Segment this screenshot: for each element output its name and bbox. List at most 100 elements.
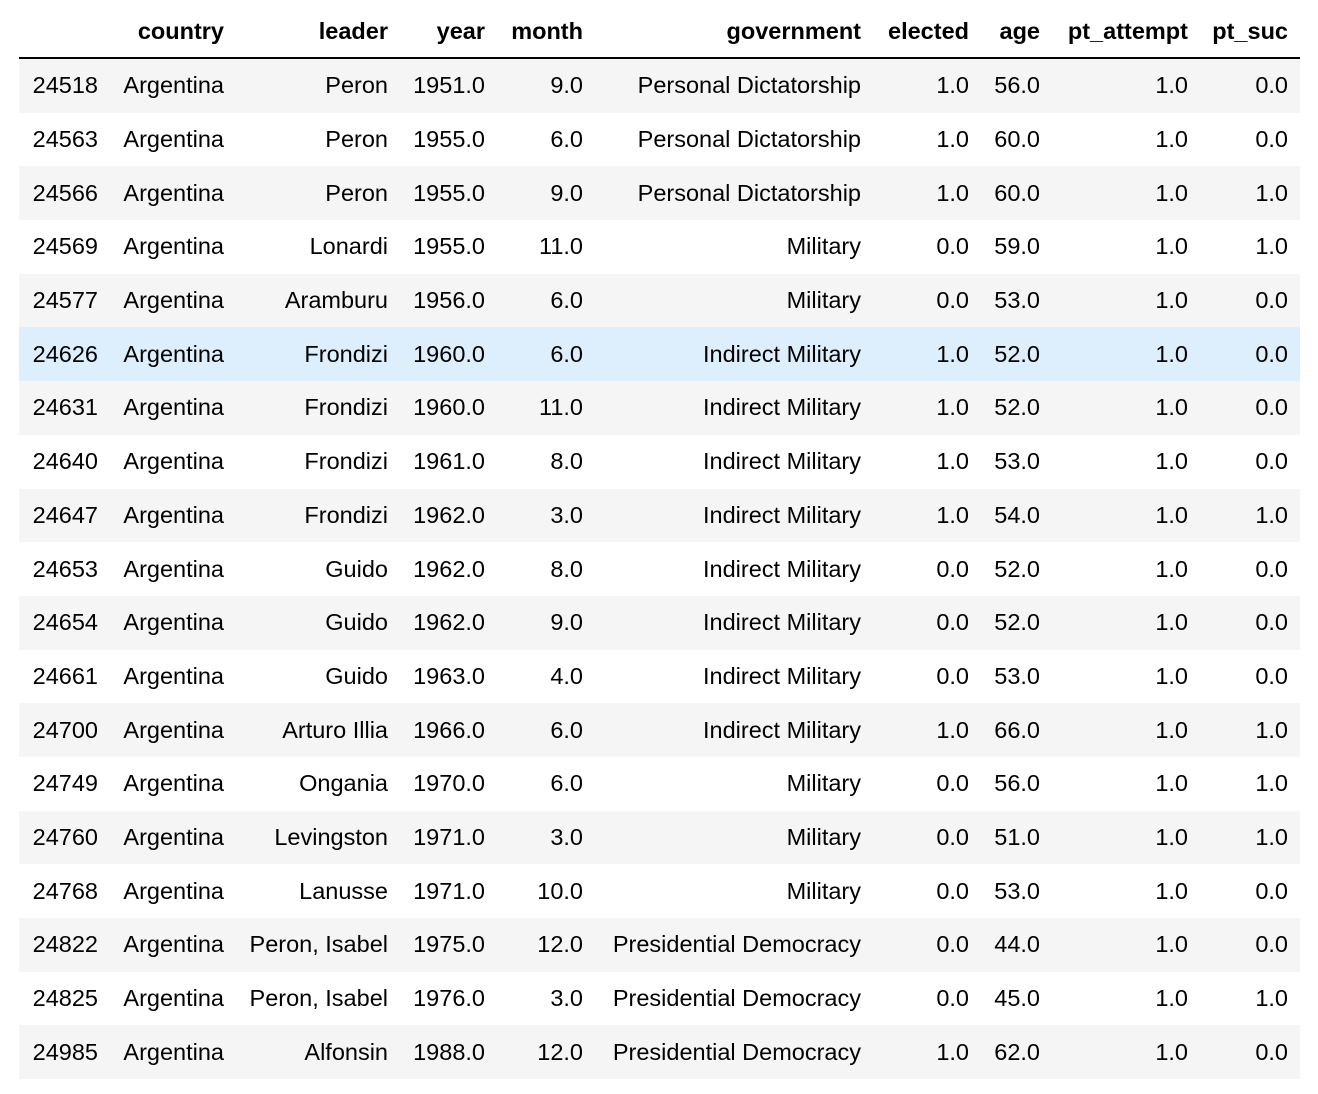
cell-leader: Peron, Isabel [249,931,388,958]
cell-leader: Frondizi [304,448,388,475]
cell-age: 59.0 [994,233,1040,260]
table-body: 24518 Argentina Peron 1951.0 9.0 Personal Dic… [19,58,1300,1080]
cell-country: Argentina [123,72,224,99]
cell-elected: 0.0 [936,662,969,689]
cell-year: 1962.0 [413,555,485,582]
cell-elected: 1.0 [936,394,969,421]
cell-month: 9.0 [550,609,583,636]
cell-age: 52.0 [994,555,1040,582]
row-index: 24518 [32,72,98,99]
cell-leader: Lanusse [299,877,388,904]
cell-elected: 1.0 [936,501,969,528]
cell-month: 12.0 [537,931,583,958]
cell-age: 60.0 [994,179,1040,206]
cell-pt-suc: 0.0 [1255,394,1288,421]
cell-age: 56.0 [994,72,1040,99]
cell-pt-suc: 1.0 [1255,716,1288,743]
cell-elected: 1.0 [936,72,969,99]
column-header-pt-suc: pt_suc [1200,6,1300,59]
cell-year: 1955.0 [413,233,485,260]
cell-pt-attempt: 1.0 [1155,877,1188,904]
cell-elected: 1.0 [936,1038,969,1065]
table-row: 24566 Argentina Peron 1955.0 9.0 Personal Dic… [19,166,1300,221]
row-index: 24661 [32,662,98,689]
cell-government: Personal Dictatorship [637,126,861,153]
cell-leader: Peron, Isabel [249,985,388,1012]
row-index: 24563 [32,126,98,153]
cell-pt-suc: 1.0 [1255,233,1288,260]
cell-pt-suc: 0.0 [1255,931,1288,958]
cell-month: 6.0 [550,340,583,367]
row-index: 24647 [32,501,98,528]
cell-year: 1988.0 [413,1038,485,1065]
column-header-year: year [400,6,497,59]
cell-government: Indirect Military [702,662,861,689]
cell-pt-suc: 0.0 [1255,877,1288,904]
cell-leader: Peron [325,126,388,153]
row-index: 24768 [32,877,98,904]
row-index: 24640 [32,448,98,475]
cell-month: 11.0 [539,394,583,421]
cell-leader: Aramburu [284,287,388,314]
cell-month: 3.0 [550,985,583,1012]
row-index: 24985 [32,1038,98,1065]
cell-year: 1955.0 [413,126,485,153]
cell-month: 9.0 [550,179,583,206]
column-header-leader: leader [236,6,400,59]
cell-government: Presidential Democracy [612,931,861,958]
cell-leader: Alfonsin [304,1038,388,1065]
cell-age: 51.0 [994,823,1040,850]
cell-pt-attempt: 1.0 [1155,555,1188,582]
table-row: 24518 Argentina Peron 1951.0 9.0 Personal Dic… [19,58,1300,113]
cell-country: Argentina [123,340,224,367]
cell-pt-attempt: 1.0 [1155,340,1188,367]
cell-pt-suc: 0.0 [1255,609,1288,636]
row-index: 24654 [32,609,98,636]
cell-elected: 0.0 [936,555,969,582]
cell-government: Indirect Military [702,340,861,367]
cell-pt-suc: 1.0 [1255,501,1288,528]
cell-age: 53.0 [994,877,1040,904]
cell-elected: 1.0 [936,179,969,206]
cell-year: 1960.0 [413,340,485,367]
cell-pt-suc: 1.0 [1255,823,1288,850]
cell-government: Indirect Military [702,609,861,636]
cell-pt-attempt: 1.0 [1155,662,1188,689]
cell-elected: 1.0 [936,716,969,743]
cell-pt-suc: 1.0 [1255,179,1288,206]
cell-pt-suc: 0.0 [1255,448,1288,475]
cell-government: Indirect Military [702,501,861,528]
table-row: 24631 Argentina Frondizi 1960.0 11.0 Indirect… [19,381,1300,435]
column-header-country: country [110,6,236,59]
row-index: 24822 [32,931,98,958]
table-row: 24563 Argentina Peron 1955.0 6.0 Personal Dic… [19,112,1300,167]
cell-country: Argentina [123,931,224,958]
cell-year: 1962.0 [413,609,485,636]
cell-country: Argentina [123,1038,224,1065]
cell-government: Military [786,770,861,797]
column-header-age: age [981,6,1052,59]
cell-year: 1963.0 [413,662,485,689]
table-row: 24822 Argentina Peron, Isabel 1975.0 12.0 Pre… [19,918,1300,972]
table-row: 24653 Argentina Guido 1962.0 8.0 Indirect Mil… [19,542,1300,596]
cell-month: 3.0 [550,501,583,528]
cell-elected: 1.0 [936,340,969,367]
cell-pt-attempt: 1.0 [1155,609,1188,636]
dataframe-output: country leader year month government ele… [19,6,1300,1080]
cell-elected: 0.0 [936,287,969,314]
cell-country: Argentina [123,555,224,582]
cell-pt-attempt: 1.0 [1155,1038,1188,1065]
cell-pt-suc: 1.0 [1255,985,1288,1012]
cell-country: Argentina [123,823,224,850]
table-row: 24768 Argentina Lanusse 1971.0 10.0 Military 0… [19,864,1300,918]
cell-age: 62.0 [994,1038,1040,1065]
cell-month: 8.0 [550,555,583,582]
cell-pt-attempt: 1.0 [1155,179,1188,206]
cell-pt-suc: 0.0 [1255,340,1288,367]
cell-country: Argentina [123,126,224,153]
cell-month: 6.0 [550,126,583,153]
column-header-elected: elected [873,6,981,59]
row-index: 24760 [32,823,98,850]
cell-pt-suc: 0.0 [1255,555,1288,582]
cell-country: Argentina [123,985,224,1012]
